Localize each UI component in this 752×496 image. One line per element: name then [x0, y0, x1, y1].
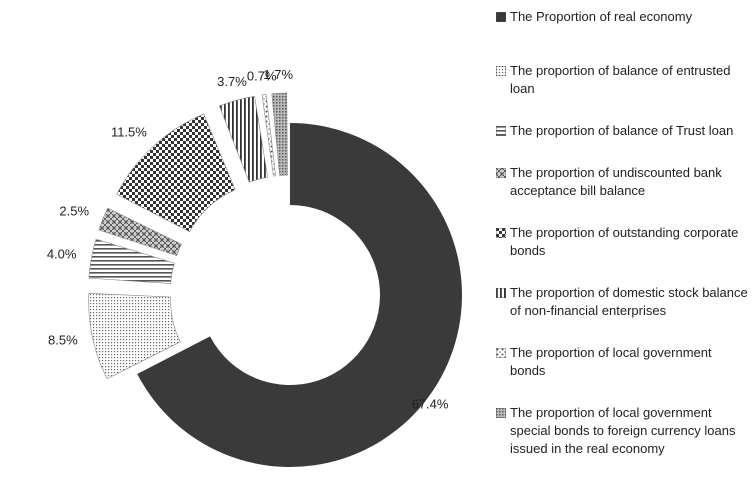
legend: The Proportion of real economy The propor… [496, 8, 750, 458]
legend-swatch [496, 288, 506, 298]
slice-label-2: 4.0% [47, 247, 77, 262]
legend-swatch [496, 126, 506, 136]
legend-item: The proportion of balance of entrusted l… [496, 62, 750, 98]
slice-label-4: 11.5% [111, 125, 147, 140]
legend-item: The proportion of balance of Trust loan [496, 122, 750, 140]
legend-swatch [496, 408, 506, 418]
slice-label-0: 67.4% [412, 396, 449, 411]
legend-item: The proportion of domestic stock balance… [496, 284, 750, 320]
slice-label-5: 3.7% [217, 74, 247, 89]
legend-label: The Proportion of real economy [510, 8, 692, 26]
legend-label: The proportion of local government speci… [510, 404, 750, 458]
legend-label: The proportion of balance of entrusted l… [510, 62, 750, 98]
legend-item: The Proportion of real economy [496, 8, 750, 26]
legend-label: The proportion of undiscounted bank acce… [510, 164, 750, 200]
legend-label: The proportion of domestic stock balance… [510, 284, 750, 320]
slice-label-7: 1.7% [263, 67, 293, 82]
legend-item: The proportion of local government speci… [496, 404, 750, 458]
legend-swatch [496, 228, 506, 238]
legend-item: The proportion of local government bonds [496, 344, 750, 380]
slice-label-3: 2.5% [59, 204, 89, 219]
legend-swatch [496, 168, 506, 178]
slice-label-1: 8.5% [48, 332, 78, 347]
legend-label: The proportion of local government bonds [510, 344, 750, 380]
legend-swatch [496, 348, 506, 358]
legend-item: The proportion of undiscounted bank acce… [496, 164, 750, 200]
legend-swatch [496, 12, 506, 22]
donut-chart: 67.4%8.5%4.0%2.5%11.5%3.7% 0.7%1.7% [0, 0, 490, 496]
legend-label: The proportion of outstanding corporate … [510, 224, 750, 260]
slices-layer [89, 93, 462, 467]
legend-item: The proportion of outstanding corporate … [496, 224, 750, 260]
legend-label: The proportion of balance of Trust loan [510, 122, 733, 140]
legend-swatch [496, 66, 506, 76]
